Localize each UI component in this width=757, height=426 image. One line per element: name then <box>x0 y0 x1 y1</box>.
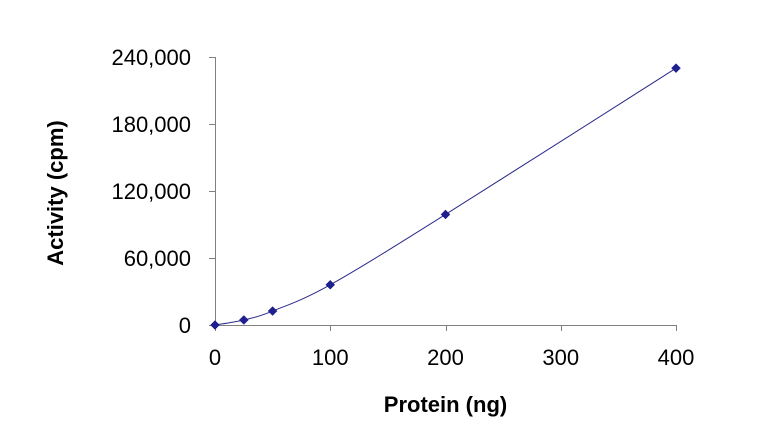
x-tick-label: 0 <box>209 345 221 370</box>
x-axis-title: Protein (ng) <box>384 392 507 417</box>
data-point-marker <box>671 63 681 74</box>
y-tick-label: 60,000 <box>124 246 191 271</box>
x-tick-label: 200 <box>427 345 464 370</box>
x-tick-label: 300 <box>542 345 579 370</box>
data-points <box>210 63 681 330</box>
data-point-marker <box>267 306 278 316</box>
data-point-marker <box>238 315 249 325</box>
series-line <box>214 67 677 326</box>
x-tick-label: 100 <box>312 345 349 370</box>
y-axis-title: Activity (cpm) <box>43 120 68 265</box>
data-point-marker <box>210 320 220 330</box>
y-axis-tick-labels: 0 60,000 120,000 180,000 240,000 <box>111 45 191 338</box>
x-axis-tick-labels: 0 100 200 300 400 <box>209 345 694 370</box>
data-point-marker <box>325 279 336 290</box>
x-tick-label: 400 <box>658 345 695 370</box>
y-tick-label: 240,000 <box>111 45 191 70</box>
y-tick-label: 180,000 <box>111 112 191 137</box>
y-tick-label: 120,000 <box>111 179 191 204</box>
y-axis-ticks <box>209 57 215 326</box>
y-tick-label: 0 <box>179 313 191 338</box>
data-point-marker <box>440 209 451 220</box>
